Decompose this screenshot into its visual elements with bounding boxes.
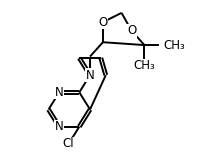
Text: N: N: [55, 120, 64, 133]
Text: CH₃: CH₃: [134, 59, 155, 72]
Text: N: N: [55, 86, 64, 99]
Text: O: O: [98, 16, 108, 29]
Text: CH₃: CH₃: [164, 39, 186, 52]
Text: N: N: [86, 69, 94, 82]
Text: Cl: Cl: [63, 137, 74, 150]
Text: O: O: [127, 24, 136, 37]
